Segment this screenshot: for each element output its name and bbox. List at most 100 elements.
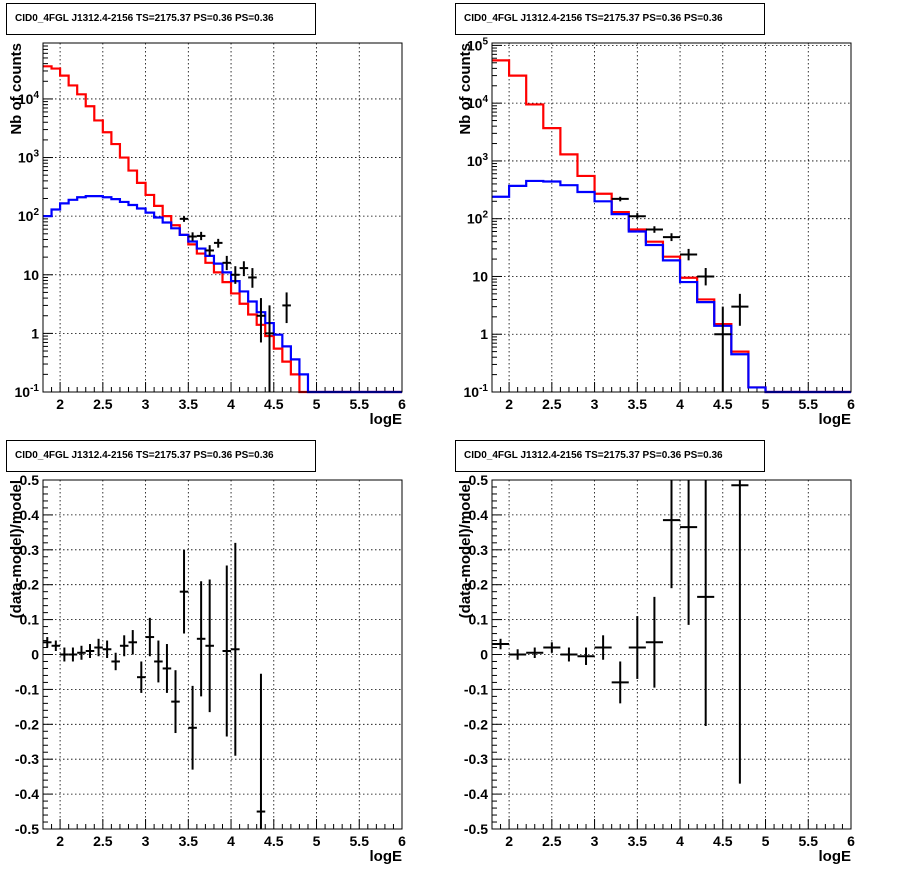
data-point	[213, 238, 223, 248]
data-point	[594, 635, 612, 660]
y-tick-label: 104	[467, 94, 489, 111]
data-point	[94, 638, 103, 657]
y-tick-label: -0.1	[464, 681, 488, 697]
y-tick-label: 10-1	[464, 383, 489, 400]
y-tick-label: 0.4	[469, 507, 489, 523]
plot-frame	[42, 479, 403, 830]
y-tick-label: 0.5	[469, 472, 489, 488]
y-tick-label: 10-1	[15, 383, 40, 400]
x-tick-label: 2.5	[93, 833, 113, 849]
chart-title: CID0_4FGL J1312.4-2156 TS=2175.37 PS=0.3…	[6, 3, 316, 35]
y-tick-label: 0	[31, 647, 39, 663]
counts-chart-fine-bins-plot: 2 2.5 3 3.5 4 4.5 5 5.5 6 10-1 1 10 102 103 104 logE Nb …	[8, 42, 406, 428]
data-point	[51, 640, 61, 652]
x-tick-label: 4	[676, 833, 684, 849]
y-tick-label: 10	[472, 268, 488, 284]
x-tick-label: 6	[398, 396, 406, 412]
x-tick-label: 5.5	[799, 833, 819, 849]
x-tick-label: 2.5	[93, 396, 113, 412]
y-tick-label: -0.3	[15, 751, 39, 767]
x-tick-label: 4.5	[264, 396, 284, 412]
data-point	[239, 261, 249, 277]
data-point	[645, 596, 663, 688]
x-tick-label: 3.5	[179, 396, 199, 412]
data-point	[509, 649, 527, 660]
data-point	[680, 248, 698, 261]
y-tick-label: 104	[18, 90, 40, 107]
data-point	[222, 565, 232, 737]
y-tick-label: 10	[23, 267, 39, 283]
x-tick-label: 4	[676, 396, 684, 412]
model-source-histogram	[492, 179, 851, 394]
x-tick-label: 3	[591, 833, 599, 849]
x-tick-label: 2	[56, 396, 64, 412]
data-point	[645, 226, 663, 233]
x-tick-label: 4	[227, 396, 235, 412]
y-tick-label: -0.5	[464, 821, 488, 837]
y-axis-label: (data-model)/model	[8, 480, 25, 618]
x-tick-label: 5.5	[350, 833, 370, 849]
data-point	[43, 637, 52, 648]
x-axis-label: logE	[370, 411, 403, 428]
data-point	[628, 213, 646, 219]
counts-chart-fine-bins: 2 2.5 3 3.5 4 4.5 5 5.5 6 10-1 1 10 102 103 104 logE Nb …	[0, 0, 449, 437]
x-tick-label: 5.5	[350, 396, 370, 412]
data-point	[231, 542, 240, 756]
y-tick-label: 0.3	[20, 542, 40, 558]
x-tick-label: 2	[505, 396, 513, 412]
x-tick-label: 5	[762, 396, 770, 412]
y-tick-label: -0.1	[15, 681, 39, 697]
data-point	[77, 645, 86, 660]
data-point	[196, 231, 206, 241]
data-point	[128, 630, 138, 655]
data-point	[611, 661, 629, 704]
data-point	[714, 306, 732, 392]
data-point	[680, 480, 698, 625]
y-tick-label: -0.2	[15, 716, 39, 732]
x-tick-label: 5	[313, 396, 321, 412]
data-point	[492, 638, 510, 650]
data-point	[85, 644, 95, 658]
x-tick-label: 2.5	[542, 833, 562, 849]
data-point	[265, 305, 274, 392]
x-tick-label: 4.5	[264, 833, 284, 849]
data-point	[560, 647, 578, 662]
data-point	[256, 673, 266, 829]
x-tick-label: 3.5	[179, 833, 199, 849]
x-tick-label: 6	[847, 396, 855, 412]
x-tick-label: 3	[142, 396, 150, 412]
y-axis-label: Nb of counts	[457, 43, 474, 135]
data-point	[577, 647, 595, 665]
data-point	[196, 581, 206, 697]
data-point	[222, 255, 232, 271]
data-point	[697, 268, 715, 286]
data-point	[628, 616, 646, 679]
y-tick-label: 1	[31, 325, 39, 341]
x-axis-label: logE	[819, 848, 852, 865]
data-point	[205, 245, 214, 256]
x-tick-label: 2	[56, 833, 64, 849]
data-point	[526, 647, 544, 658]
plot-frame	[42, 42, 403, 393]
x-axis-label: logE	[370, 848, 403, 865]
y-tick-label: 102	[467, 210, 489, 227]
counts-chart-coarse-bins-plot: 2 2.5 3 3.5 4 4.5 5 5.5 6 10-1 1 10 102 103 104 105 logE…	[457, 36, 855, 428]
data-point	[162, 644, 172, 693]
data-point	[154, 640, 163, 683]
data-point	[231, 266, 240, 284]
data-point	[188, 685, 197, 770]
x-tick-label: 2	[505, 833, 513, 849]
data-point	[188, 232, 197, 241]
plot-area	[43, 480, 402, 829]
y-tick-label: -0.3	[464, 751, 488, 767]
data-point	[697, 480, 715, 727]
y-tick-label: 0.2	[469, 577, 489, 593]
y-tick-label: 103	[467, 152, 489, 169]
x-tick-label: 5	[762, 833, 770, 849]
data-point	[60, 647, 69, 662]
x-tick-label: 2.5	[542, 396, 562, 412]
residual-chart-fine-bins: 2 2.5 3 3.5 4 4.5 5 5.5 6 -0.5 -0.4 -0.3 -0.2 -0.1 0 0.…	[0, 437, 449, 875]
y-tick-label: 103	[18, 149, 40, 166]
data-point	[731, 480, 749, 784]
x-tick-label: 6	[847, 833, 855, 849]
